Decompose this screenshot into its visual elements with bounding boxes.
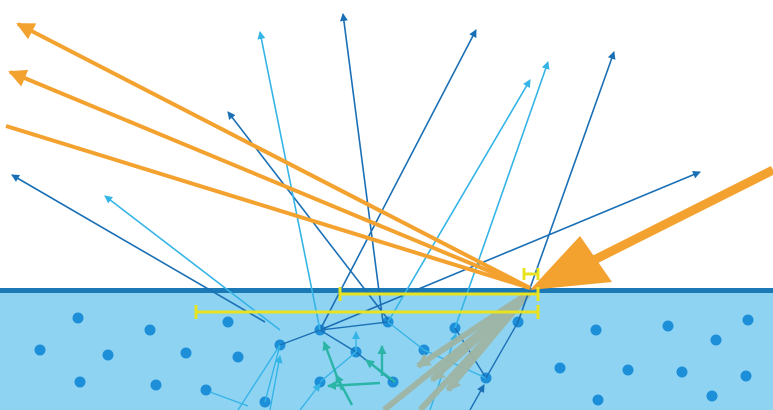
particle (554, 362, 566, 374)
internal-path (485, 321, 519, 379)
diffuse-ray (319, 29, 477, 331)
internal-path (319, 351, 357, 383)
particle (662, 320, 674, 332)
internal-path (269, 355, 283, 410)
diffuse-ray (104, 195, 281, 331)
diffuse-ray (339, 13, 384, 323)
particle (180, 347, 192, 359)
surface-boundary (0, 288, 773, 293)
particle (742, 314, 754, 326)
particle (622, 364, 634, 376)
marker-short (522, 268, 540, 280)
internal-path (237, 344, 281, 410)
particle (590, 324, 602, 336)
particle (34, 344, 46, 356)
particle (592, 394, 604, 406)
diffuse-ray (319, 170, 701, 331)
specular-ray (8, 69, 531, 290)
internal-path (299, 383, 321, 410)
diffuse-ray (257, 31, 321, 331)
incident-ray (587, 165, 773, 267)
teal-arrow (334, 374, 354, 406)
internal-path (209, 391, 249, 407)
distance-markers (194, 268, 540, 319)
particle (222, 316, 234, 328)
particle (74, 376, 86, 388)
incident-beam (530, 165, 773, 290)
internal-path (469, 384, 485, 410)
particle (740, 370, 752, 382)
teal-arrow (365, 359, 396, 383)
particle (232, 351, 244, 363)
particle (676, 366, 688, 378)
marker-long (194, 305, 540, 319)
diffuse-ray (11, 174, 266, 323)
diffuse-rays-dark (11, 13, 701, 331)
internal-path (264, 344, 281, 403)
diffuse-ray (387, 79, 531, 323)
specular-ray (16, 22, 531, 290)
diffuse-ray (454, 61, 550, 329)
specular-ray (5, 124, 531, 290)
particle (144, 324, 156, 336)
particle (710, 334, 722, 346)
diffuse-ray (517, 51, 616, 323)
particle (200, 384, 212, 396)
medium-layer (0, 291, 773, 410)
particle (72, 312, 84, 324)
particle (706, 390, 718, 402)
particle (102, 349, 114, 361)
specular-reflections (5, 22, 531, 290)
incident-arrowhead (530, 236, 612, 290)
particle (150, 379, 162, 391)
subsurface-arrows (322, 341, 396, 406)
marker-medium (338, 287, 540, 301)
diffuse-rays-light (104, 31, 550, 331)
teal-arrow (327, 381, 381, 391)
